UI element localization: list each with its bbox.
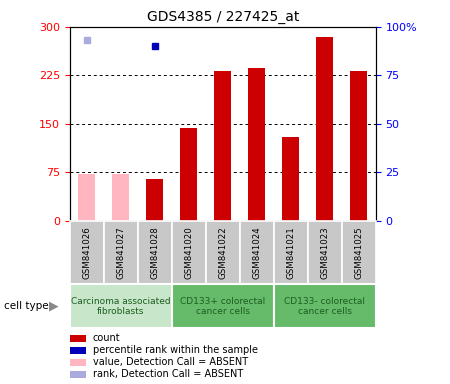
Text: GSM841028: GSM841028 <box>150 226 159 279</box>
Text: GSM841022: GSM841022 <box>218 226 227 279</box>
Bar <box>172 284 274 328</box>
Bar <box>180 128 197 221</box>
Text: percentile rank within the sample: percentile rank within the sample <box>93 345 257 355</box>
Text: GSM841020: GSM841020 <box>184 226 193 279</box>
Text: GSM841026: GSM841026 <box>82 226 91 279</box>
Bar <box>70 335 86 341</box>
Text: GSM841025: GSM841025 <box>354 226 363 279</box>
Bar <box>316 36 333 221</box>
Bar <box>282 137 299 221</box>
Text: rank, Detection Call = ABSENT: rank, Detection Call = ABSENT <box>93 369 243 379</box>
Text: cell type: cell type <box>4 301 49 311</box>
Bar <box>248 68 265 221</box>
Bar <box>70 347 86 354</box>
Bar <box>240 221 274 284</box>
Bar <box>350 71 367 221</box>
Bar <box>138 221 172 284</box>
Text: ▶: ▶ <box>49 300 58 313</box>
Text: CD133- colorectal
cancer cells: CD133- colorectal cancer cells <box>284 296 365 316</box>
Text: GSM841021: GSM841021 <box>286 226 295 279</box>
Text: CD133+ colorectal
cancer cells: CD133+ colorectal cancer cells <box>180 296 266 316</box>
Text: GSM841024: GSM841024 <box>252 226 261 279</box>
Bar <box>70 371 86 377</box>
Bar <box>274 221 308 284</box>
Bar <box>70 284 172 328</box>
Text: value, Detection Call = ABSENT: value, Detection Call = ABSENT <box>93 357 248 367</box>
Bar <box>342 221 376 284</box>
Bar <box>112 174 129 221</box>
Title: GDS4385 / 227425_at: GDS4385 / 227425_at <box>147 10 299 25</box>
Text: count: count <box>93 333 120 343</box>
Bar <box>206 221 240 284</box>
Bar <box>308 221 342 284</box>
Text: GSM841023: GSM841023 <box>320 226 329 279</box>
Bar <box>214 71 231 221</box>
Bar <box>146 179 163 221</box>
Bar <box>104 221 138 284</box>
Text: Carcinoma associated
fibroblasts: Carcinoma associated fibroblasts <box>71 296 171 316</box>
Bar <box>70 359 86 366</box>
Bar <box>78 174 95 221</box>
Text: GSM841027: GSM841027 <box>116 226 125 279</box>
Bar <box>70 221 104 284</box>
Bar <box>274 284 376 328</box>
Bar <box>172 221 206 284</box>
